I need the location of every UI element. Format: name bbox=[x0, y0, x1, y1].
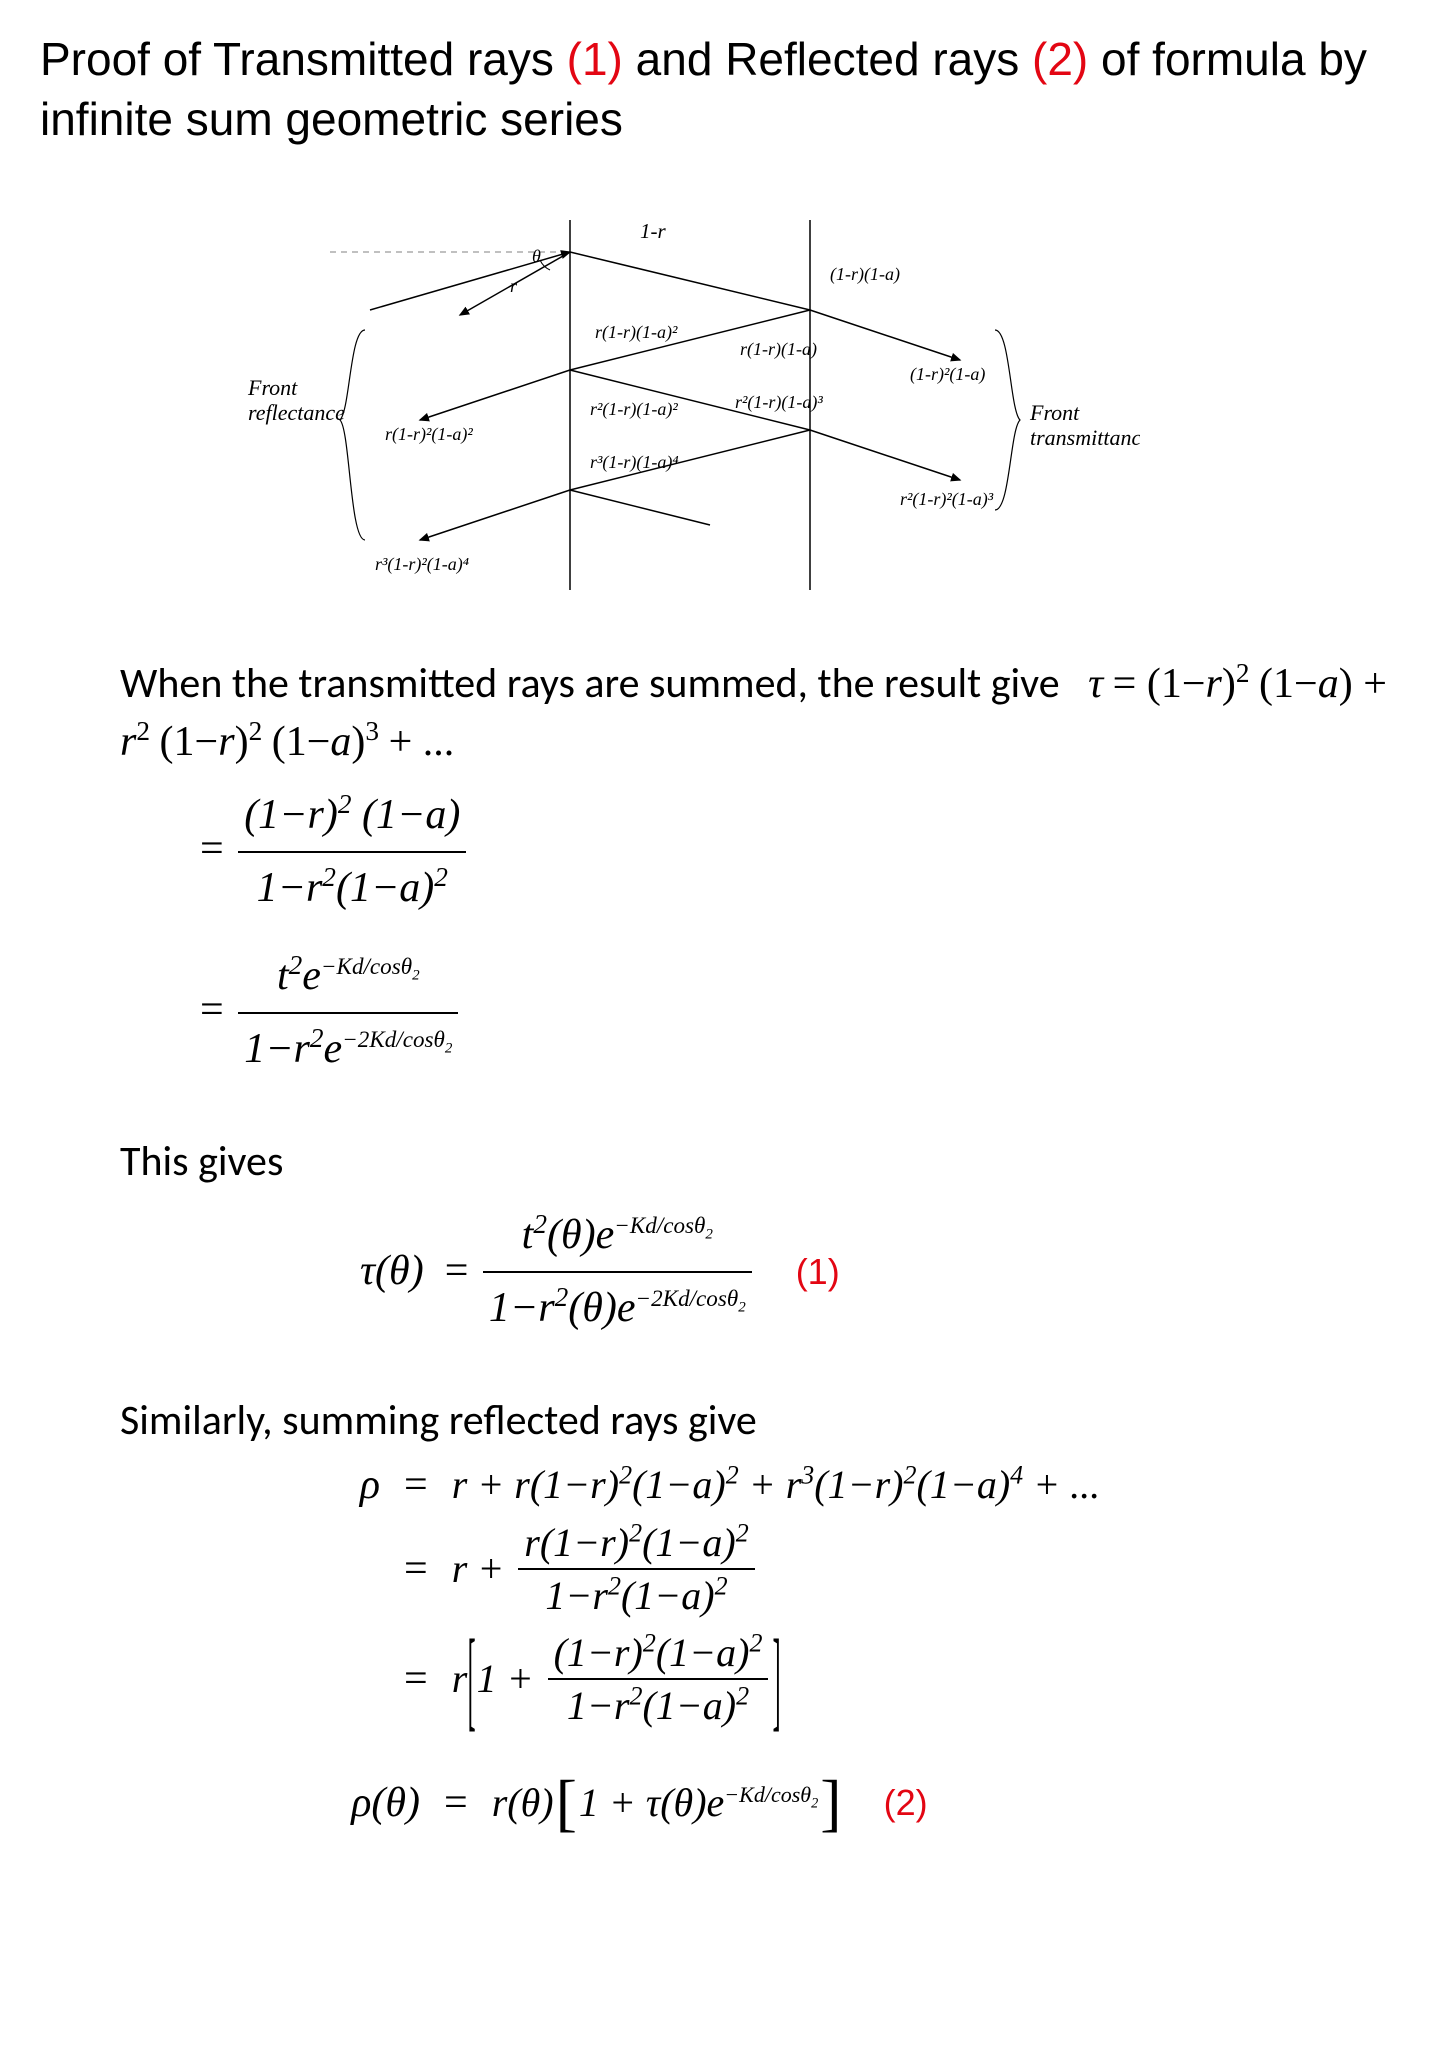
diagram-trans1: (1-r)²(1-a) bbox=[910, 364, 985, 385]
diagram-mid1-left: r(1-r)(1-a)² bbox=[595, 322, 678, 343]
page-title: Proof of Transmitted rays (1) and Reflec… bbox=[40, 30, 1408, 150]
diagram-top-label: 1-r bbox=[640, 219, 666, 243]
text-when-summed: When the transmitted rays are summed, th… bbox=[120, 655, 1408, 773]
rho-step2: = r + r(1−r)2(1−a)2 1−r2(1−a)2 bbox=[320, 1519, 1408, 1619]
eqnum-1: (1) bbox=[796, 1243, 840, 1301]
diagram-trans2: r²(1-r)²(1-a)³ bbox=[900, 489, 994, 510]
diagram-refl2: r³(1-r)²(1-a)⁴ bbox=[375, 554, 469, 575]
rho-step3: = r [ 1 + (1−r)2(1−a)2 1−r2(1−a)2 ] bbox=[320, 1629, 1408, 1729]
title-part1: Proof of Transmitted rays bbox=[40, 33, 567, 85]
eq-rho-final: ρ(θ) = r(θ) [ 1 + τ(θ)e−Kd/cosθ2 ] (2) bbox=[320, 1779, 1408, 1827]
rho-step1: ρ = r + r(1−r)2(1−a)2 + r3(1−r)2(1−a)4 +… bbox=[320, 1461, 1408, 1509]
diagram-mid2-left: r²(1-r)(1-a)² bbox=[590, 399, 678, 420]
title-part2: and Reflected rays bbox=[623, 33, 1032, 85]
front-transmittance-1: Front bbox=[1029, 400, 1080, 425]
diagram-right-top: (1-r)(1-a) bbox=[830, 264, 900, 285]
diagram-mid1-right: r(1-r)(1-a) bbox=[740, 339, 817, 360]
theta-label: θ bbox=[532, 246, 541, 266]
ray-diagram: θ r 1-r (1-r)(1-a) (1-r)²(1-a) r(1-r)(1-… bbox=[240, 210, 1408, 615]
text-this-gives: This gives bbox=[120, 1133, 1408, 1192]
diagram-refl1: r(1-r)²(1-a)² bbox=[385, 424, 473, 445]
eqnum-2: (2) bbox=[884, 1782, 928, 1824]
title-red1: (1) bbox=[567, 33, 623, 85]
diagram-mid3-left: r³(1-r)(1-a)⁴ bbox=[590, 452, 679, 473]
diagram-mid2-right: r²(1-r)(1-a)³ bbox=[735, 392, 823, 413]
front-transmittance-2: transmittance bbox=[1030, 425, 1140, 450]
text-similarly: Similarly, summing reflected rays give bbox=[120, 1392, 1408, 1451]
title-red2: (2) bbox=[1032, 33, 1088, 85]
eq-tau-final: τ(θ) = t2(θ)e−Kd/cosθ2 1−r2(θ)e−2Kd/cosθ… bbox=[360, 1202, 1408, 1342]
r-label: r bbox=[510, 276, 518, 296]
front-reflectance-1: Front bbox=[247, 375, 298, 400]
front-reflectance-2: reflectance bbox=[248, 400, 345, 425]
tau-frac-step2: = t2e−Kd/cosθ2 1−r2e−2Kd/cosθ2 bbox=[200, 943, 1408, 1083]
tau-frac-step1: = (1−r)2 (1−a) 1−r2(1−a)2 bbox=[200, 782, 1408, 922]
when-summed-span: When the transmitted rays are summed, th… bbox=[120, 658, 1060, 709]
